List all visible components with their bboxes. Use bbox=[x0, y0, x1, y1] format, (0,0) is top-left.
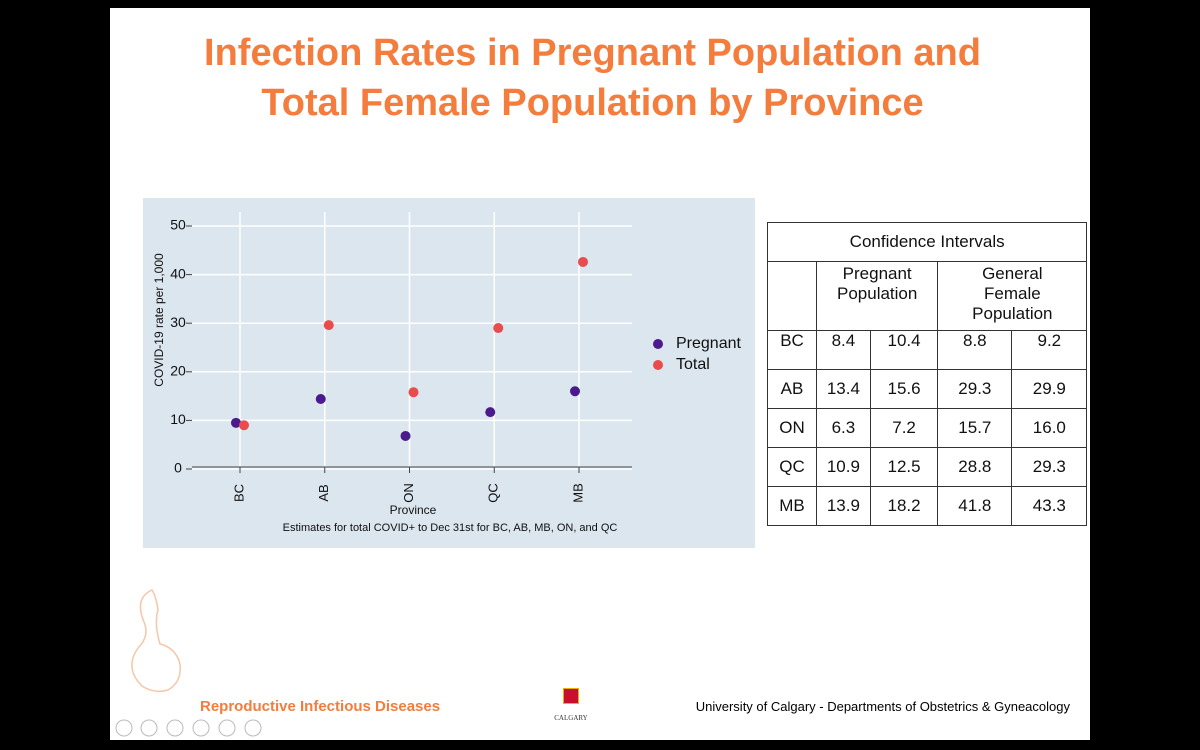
table-cell: General Female Population bbox=[937, 261, 1088, 331]
table-cell: 29.3 bbox=[937, 369, 1013, 409]
point bbox=[400, 430, 411, 441]
table-cell: 12.5 bbox=[869, 447, 939, 487]
legend-label: Total bbox=[676, 356, 710, 373]
legend-label: Pregnant bbox=[676, 335, 741, 352]
point bbox=[239, 420, 249, 431]
toolbar-button[interactable] bbox=[166, 719, 184, 737]
table-cell: 15.6 bbox=[869, 369, 939, 409]
x-tick-label: QC bbox=[486, 483, 501, 503]
y-tick-label: 10 bbox=[170, 411, 186, 427]
table-cell: 13.4 bbox=[816, 369, 871, 409]
table-cell: 29.9 bbox=[1011, 369, 1088, 409]
footer-left: Reproductive Infectious Diseases bbox=[200, 698, 441, 715]
table-cell: 6.3 bbox=[816, 408, 871, 448]
x-tick-label: AB bbox=[316, 484, 331, 501]
table-cell: 28.8 bbox=[937, 447, 1013, 487]
point bbox=[323, 320, 334, 331]
table-cell: AB bbox=[767, 369, 817, 409]
table-cell: 8.8 bbox=[937, 330, 1013, 370]
table-cell: BC bbox=[767, 330, 817, 370]
table-row: MB 13.9 18.2 41.8 43.3 bbox=[767, 486, 1088, 526]
table-cell: 16.0 bbox=[1011, 408, 1088, 448]
table-cell: 15.7 bbox=[937, 408, 1013, 448]
point bbox=[493, 323, 504, 334]
table-cell: 43.3 bbox=[1011, 486, 1088, 526]
table-cell: Pregnant Population bbox=[815, 261, 939, 331]
y-axis-title: COVID-19 rate per 1,000 bbox=[152, 253, 166, 387]
y-tick-label: 0 bbox=[174, 460, 182, 476]
table-row: Pregnant Population General Female Popula… bbox=[767, 261, 1088, 331]
table-cell: 9.2 bbox=[1011, 330, 1088, 370]
table-cell: 41.8 bbox=[937, 486, 1013, 526]
toolbar-button[interactable] bbox=[115, 719, 133, 737]
point bbox=[408, 387, 419, 398]
table-cell: 7.2 bbox=[869, 408, 939, 448]
footer-right: University of Calgary - Departments of O… bbox=[695, 699, 1070, 714]
table-row: AB 13.4 15.6 29.3 29.9 bbox=[767, 369, 1088, 409]
x-axis-title: Province bbox=[390, 503, 437, 517]
point bbox=[485, 407, 496, 418]
chart-note: Estimates for total COVID+ to Dec 31st f… bbox=[283, 522, 618, 534]
table-row: QC 10.9 12.5 28.8 29.3 bbox=[767, 447, 1088, 487]
table-cell: ON bbox=[767, 408, 817, 448]
toolbar-button[interactable] bbox=[244, 719, 262, 737]
point bbox=[315, 394, 326, 405]
table-row: Confidence Intervals bbox=[766, 222, 1088, 262]
legend-marker bbox=[653, 360, 663, 370]
table-row: ON 6.3 7.2 15.7 16.0 bbox=[767, 408, 1088, 448]
y-tick-label: 50 bbox=[170, 217, 186, 233]
y-tick-label: 30 bbox=[170, 314, 186, 330]
table-cell: MB bbox=[767, 486, 817, 526]
toolbar-button[interactable] bbox=[218, 719, 236, 737]
table-cell: 13.9 bbox=[816, 486, 871, 526]
table-row: BC 8.4 10.4 8.8 9.2 bbox=[767, 330, 1088, 370]
table-cell: 29.3 bbox=[1011, 447, 1088, 487]
toolbar-button[interactable] bbox=[192, 719, 210, 737]
table-cell: 10.9 bbox=[816, 447, 871, 487]
logo bbox=[563, 688, 579, 704]
slide-title: Infection Rates in Pregnant Population a… bbox=[204, 32, 981, 124]
point bbox=[231, 417, 241, 428]
point bbox=[578, 256, 588, 267]
ci-table: Confidence Intervals Pregnant Population G… bbox=[766, 222, 1088, 526]
y-tick-label: 20 bbox=[170, 363, 186, 379]
table-cell: QC bbox=[767, 447, 817, 487]
table-cell: 18.2 bbox=[869, 486, 939, 526]
table-cell bbox=[767, 261, 817, 331]
toolbar bbox=[115, 719, 262, 737]
table-cell: 8.4 bbox=[816, 330, 871, 370]
table-cell: Confidence Intervals bbox=[766, 222, 1088, 262]
toolbar-button[interactable] bbox=[140, 719, 158, 737]
table-cell: 10.4 bbox=[869, 330, 939, 370]
chart-panel bbox=[143, 198, 755, 548]
x-tick-label: ON bbox=[401, 483, 416, 503]
point bbox=[570, 386, 580, 397]
decor-figure bbox=[131, 589, 181, 693]
legend-marker bbox=[653, 339, 663, 349]
x-tick-label: BC bbox=[231, 484, 246, 502]
logo-text: CALGARY bbox=[554, 714, 588, 722]
y-tick-label: 40 bbox=[170, 265, 186, 281]
x-tick-label: MB bbox=[570, 483, 585, 503]
